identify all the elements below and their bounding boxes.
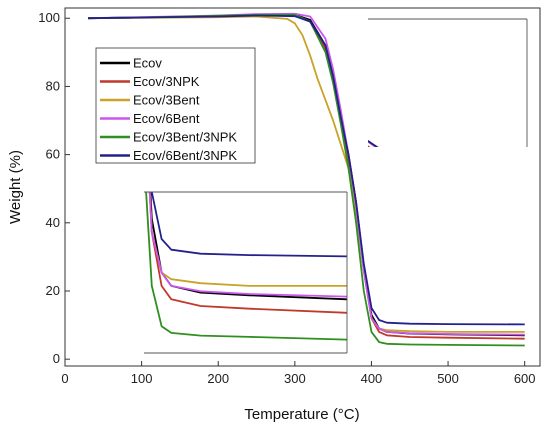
y-tick-label: 20	[46, 283, 60, 298]
y-tick-label: 0	[53, 351, 60, 366]
y-axis-title: Weight (%)	[7, 150, 24, 224]
x-tick-label: 200	[207, 371, 229, 386]
y-tick-label: 100	[38, 10, 60, 25]
y-axis-ticks: 0 20 40 60 80 100	[38, 10, 70, 366]
x-tick-label: 0	[61, 371, 68, 386]
main-plot-lines	[87, 12, 525, 347]
x-tick-label: 400	[361, 371, 383, 386]
y-tick-label: 40	[46, 215, 60, 230]
legend-label-ecov-3bent: Ecov/3Bent	[133, 93, 200, 108]
legend-label-ecov-6bent: Ecov/6Bent	[133, 111, 200, 126]
legend-box	[95, 47, 256, 164]
x-tick-label: 100	[131, 371, 153, 386]
x-axis-title: Temperature (°C)	[244, 406, 359, 423]
legend: Ecov Ecov/3NPK Ecov/3Bent Ecov/6Bent Ecov/3B…	[95, 47, 256, 164]
inset-top-right	[368, 18, 528, 147]
inset-top-right-background	[368, 19, 527, 147]
legend-label-ecov-3bent-3npk: Ecov/3Bent/3NPK	[133, 130, 237, 145]
inset-lower-middle-line-ecov-3npk	[148, 192, 347, 314]
legend-label-ecov: Ecov	[133, 56, 162, 71]
x-axis-ticks: 0 100 200 300 400 500 600	[61, 361, 536, 386]
inset-lower-middle-line-ecov-3bent	[148, 192, 347, 287]
y-tick-label: 80	[46, 78, 60, 93]
inset-lower-middle-line-ecov-3bent-3npk	[145, 192, 347, 341]
inset-lower-middle	[144, 191, 348, 354]
inset-lower-middle-line-ecov-6bent	[148, 192, 347, 298]
inset-lower-middle-line-ecov-6bent-3npk	[150, 192, 347, 258]
y-tick-label: 60	[46, 147, 60, 162]
plot-frame	[64, 7, 541, 367]
series-line-ecov-6bent-3npk	[87, 14, 525, 326]
legend-label-ecov-3npk: Ecov/3NPK	[133, 74, 200, 89]
inset-lower-middle-background	[144, 192, 347, 353]
x-tick-label: 300	[284, 371, 306, 386]
x-tick-label: 600	[514, 371, 536, 386]
series-line-ecov-3bent	[87, 15, 525, 333]
x-tick-label: 500	[437, 371, 459, 386]
legend-label-ecov-6bent-3npk: Ecov/6Bent/3NPK	[133, 148, 237, 163]
